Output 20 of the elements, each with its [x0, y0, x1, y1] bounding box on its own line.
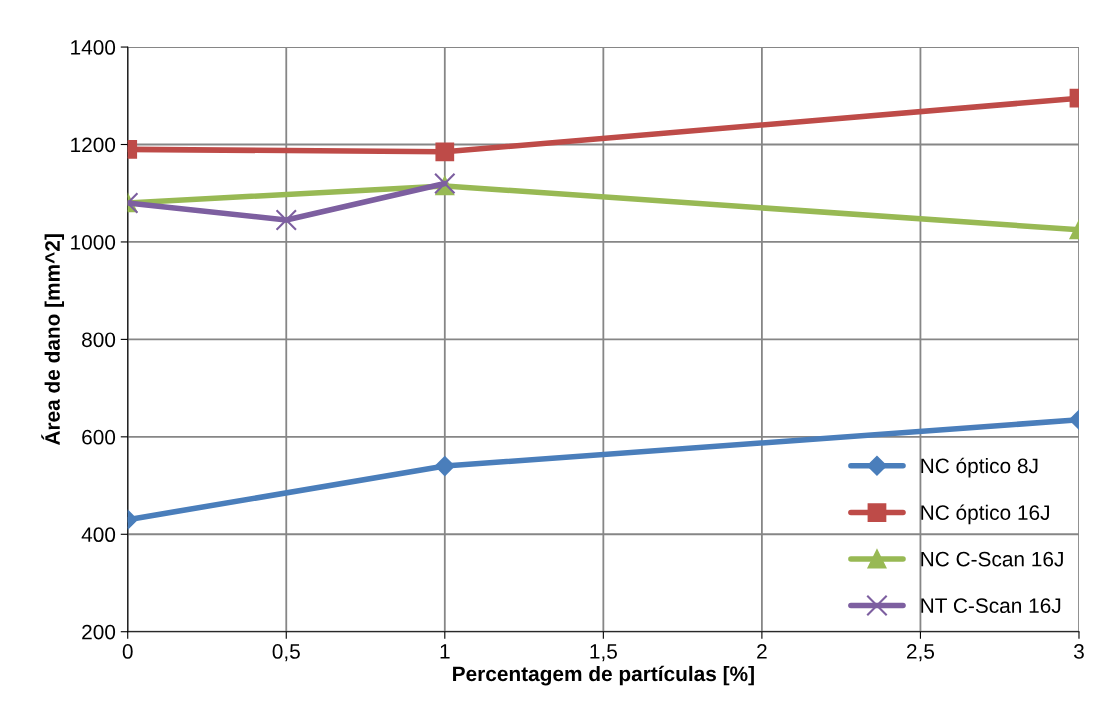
x-tick-label: 2,5 [907, 644, 935, 662]
y-tick-label: 800 [82, 332, 116, 348]
legend-label: NC óptico 16J [921, 504, 1049, 525]
y-axis-title: Área de dano [mm^2] [41, 234, 65, 446]
legend-label: NC C-Scan 16J [921, 551, 1063, 567]
y-tick-label: 1400 [71, 40, 116, 55]
x-tick-label: 1,5 [590, 644, 617, 662]
legend-label: NT C-Scan 16J [921, 598, 1061, 614]
y-tick-label: 1000 [71, 234, 116, 250]
x-tick-label: 0,5 [272, 644, 300, 662]
y-tick-label: 1200 [71, 137, 116, 153]
x-tick-label: 2 [757, 644, 767, 659]
legend-label: NC óptico 8J [921, 457, 1038, 478]
y-tick-label: 600 [82, 429, 116, 445]
x-axis-title: Percentagem de partículas [%] [453, 665, 754, 686]
y-tick-label: 400 [81, 527, 116, 543]
x-tick-label: 1 [440, 644, 450, 659]
y-tick-label: 200 [82, 624, 116, 640]
x-tick-label: 0 [122, 644, 133, 659]
x-tick-label: 3 [1073, 644, 1084, 659]
